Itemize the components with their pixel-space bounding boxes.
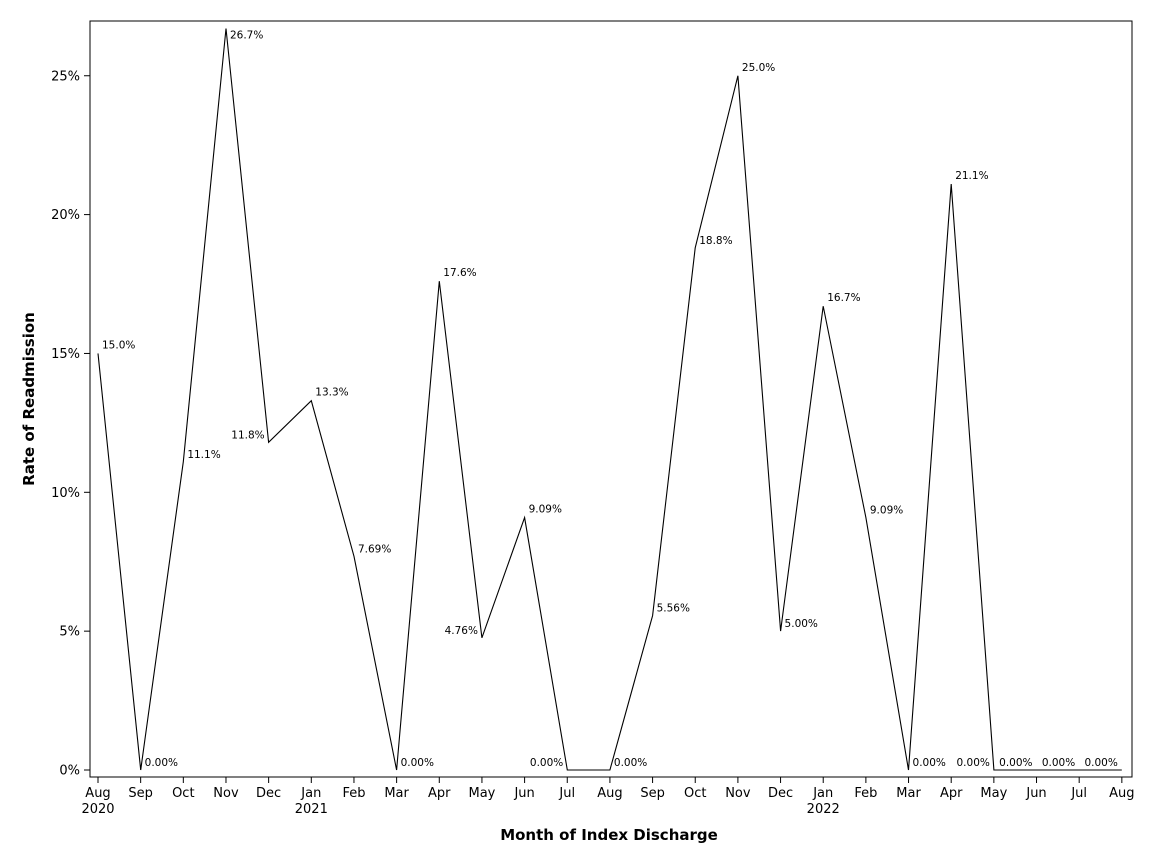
x-tick-label-month: May (468, 786, 495, 801)
y-axis: 0% 5% 10% 15% 20% 25% (51, 69, 90, 779)
data-label: 26.7% (230, 30, 263, 42)
x-tick-label-year: 2021 (295, 802, 328, 817)
x-tick-label-month: Mar (896, 786, 921, 801)
x-tick-label-month: Jun (513, 786, 534, 801)
data-labels: 15.0% 0.00% 11.1% 26.7% 11.8% 13.3% 7.69% 0.00%… (102, 30, 1118, 769)
y-tick-label: 0% (59, 764, 80, 779)
y-axis-title: Rate of Readmission (20, 312, 38, 486)
x-tick-label-month: Jan (300, 786, 321, 801)
data-label: 11.1% (187, 449, 220, 461)
x-tick-label-month: Oct (684, 786, 706, 801)
y-tick-label: 15% (51, 347, 80, 362)
data-label: 15.0% (102, 339, 135, 351)
y-tick-label: 5% (59, 625, 80, 640)
x-tick-label-month: Mar (384, 786, 409, 801)
x-tick-label-month: Aug (1109, 786, 1134, 801)
x-tick-label-month: Nov (725, 786, 751, 801)
data-label: 0.00% (1042, 757, 1075, 769)
x-axis-title: Month of Index Discharge (500, 826, 718, 844)
data-label: 9.09% (870, 505, 903, 517)
data-label: 0.00% (145, 757, 178, 769)
data-label: 0.00% (957, 757, 990, 769)
x-tick-label-month: Dec (256, 786, 281, 801)
data-label: 5.56% (657, 603, 690, 615)
x-tick-label-month: Aug (597, 786, 622, 801)
data-label: 18.8% (699, 235, 732, 247)
series-line-readmission-rate (97, 28, 1122, 771)
data-label: 16.7% (827, 292, 860, 304)
data-label: 11.8% (231, 429, 264, 441)
data-label: 0.00% (530, 757, 563, 769)
x-tick-label-month: May (980, 786, 1007, 801)
data-label: 9.09% (529, 504, 562, 516)
data-label: 0.00% (1084, 757, 1117, 769)
data-label: 21.1% (955, 170, 988, 182)
x-tick-label-year: 2022 (807, 802, 840, 817)
data-label: 0.00% (913, 757, 946, 769)
data-label: 0.00% (614, 757, 647, 769)
x-tick-label-month: Dec (768, 786, 793, 801)
x-tick-label-month: Sep (640, 786, 665, 801)
y-tick-label: 25% (51, 69, 80, 84)
x-tick-label-month: Apr (428, 786, 451, 801)
x-tick-label-month: Jul (558, 786, 575, 801)
x-tick-label-month: Feb (342, 786, 365, 801)
y-tick-label: 10% (51, 486, 80, 501)
x-tick-label-month: Jan (812, 786, 833, 801)
plot-frame (89, 20, 1133, 778)
data-label: 4.76% (445, 625, 478, 637)
x-tick-label-month: Jul (1070, 786, 1087, 801)
data-label: 17.6% (443, 267, 476, 279)
x-tick-label-month: Jun (1025, 786, 1046, 801)
x-tick-label-year: 2020 (81, 802, 114, 817)
data-label: 7.69% (358, 543, 391, 555)
data-label: 13.3% (315, 387, 348, 399)
x-tick-label-month: Feb (854, 786, 877, 801)
x-tick-label-month: Aug (85, 786, 110, 801)
data-label: 0.00% (999, 757, 1032, 769)
x-tick-label-month: Apr (940, 786, 963, 801)
x-tick-label-month: Oct (172, 786, 194, 801)
data-label: 5.00% (785, 618, 818, 630)
x-tick-label-month: Nov (213, 786, 239, 801)
y-tick-label: 20% (51, 208, 80, 223)
data-label: 0.00% (401, 757, 434, 769)
x-tick-label-month: Sep (128, 786, 153, 801)
data-label: 25.0% (742, 62, 775, 74)
